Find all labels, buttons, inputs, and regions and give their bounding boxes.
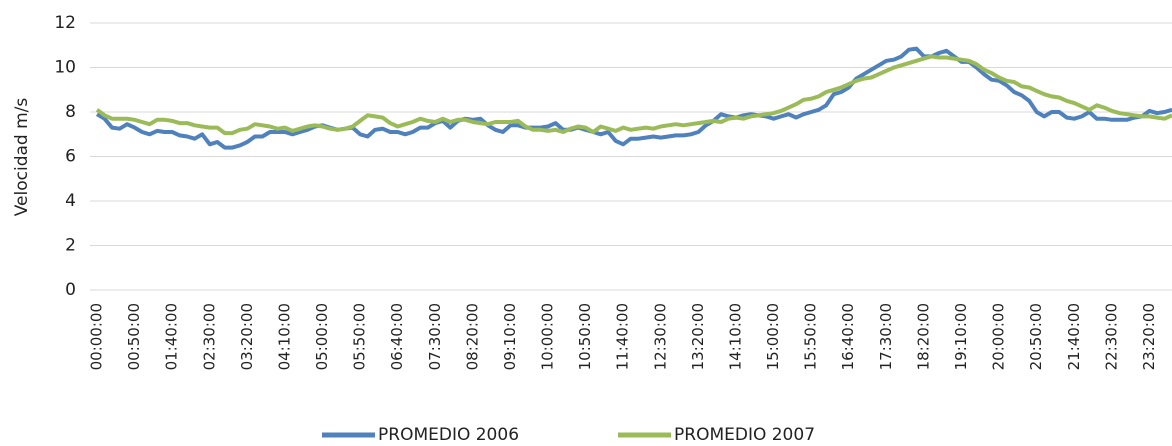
x-tick-label: 05:00:00 — [313, 303, 331, 370]
x-tick-label: 10:50:00 — [576, 303, 594, 370]
series-line — [95, 46, 1172, 150]
x-tick-label: 00:00:00 — [88, 303, 106, 370]
x-tick-label: 07:30:00 — [426, 303, 444, 370]
x-tick-label: 10:00:00 — [539, 303, 557, 370]
x-tick-label: 17:30:00 — [877, 303, 895, 370]
y-tick-label: 12 — [54, 13, 76, 33]
x-tick-label: 03:20:00 — [238, 303, 256, 370]
x-tick-label: 21:40:00 — [1065, 303, 1083, 370]
x-tick-label: 09:10:00 — [501, 303, 519, 370]
x-tick-label: 15:00:00 — [764, 303, 782, 370]
x-tick-label: 02:30:00 — [200, 303, 218, 370]
y-tick-label: 2 — [65, 236, 76, 256]
x-tick-label: 22:30:00 — [1102, 303, 1120, 370]
series-line — [95, 54, 1172, 136]
x-tick-label: 19:10:00 — [952, 303, 970, 370]
legend-label: PROMEDIO 2006 — [378, 425, 519, 445]
x-tick-label: 20:50:00 — [1027, 303, 1045, 370]
x-tick-label: 23:20:00 — [1140, 303, 1158, 370]
x-tick-label: 01:40:00 — [163, 303, 181, 370]
x-tick-label: 14:10:00 — [726, 303, 744, 370]
y-tick-label: 8 — [65, 102, 76, 122]
y-tick-label: 0 — [65, 280, 76, 300]
x-tick-label: 00:50:00 — [125, 303, 143, 370]
x-tick-label: 20:00:00 — [990, 303, 1008, 370]
y-tick-label: 10 — [54, 58, 76, 78]
legend-label: PROMEDIO 2007 — [674, 425, 815, 445]
x-tick-label: 04:10:00 — [275, 303, 293, 370]
x-tick-label: 08:20:00 — [463, 303, 481, 370]
y-axis-title: Velocidad m/s — [12, 98, 32, 217]
x-tick-label: 12:30:00 — [651, 303, 669, 370]
x-tick-label: 15:50:00 — [802, 303, 820, 370]
y-tick-label: 4 — [65, 191, 76, 211]
x-tick-label: 13:20:00 — [689, 303, 707, 370]
x-tick-label: 11:40:00 — [614, 303, 632, 370]
x-tick-label: 06:40:00 — [388, 303, 406, 370]
x-tick-label: 16:40:00 — [839, 303, 857, 370]
x-tick-label: 05:50:00 — [351, 303, 369, 370]
x-tick-label: 18:20:00 — [914, 303, 932, 370]
y-tick-label: 6 — [65, 147, 76, 167]
